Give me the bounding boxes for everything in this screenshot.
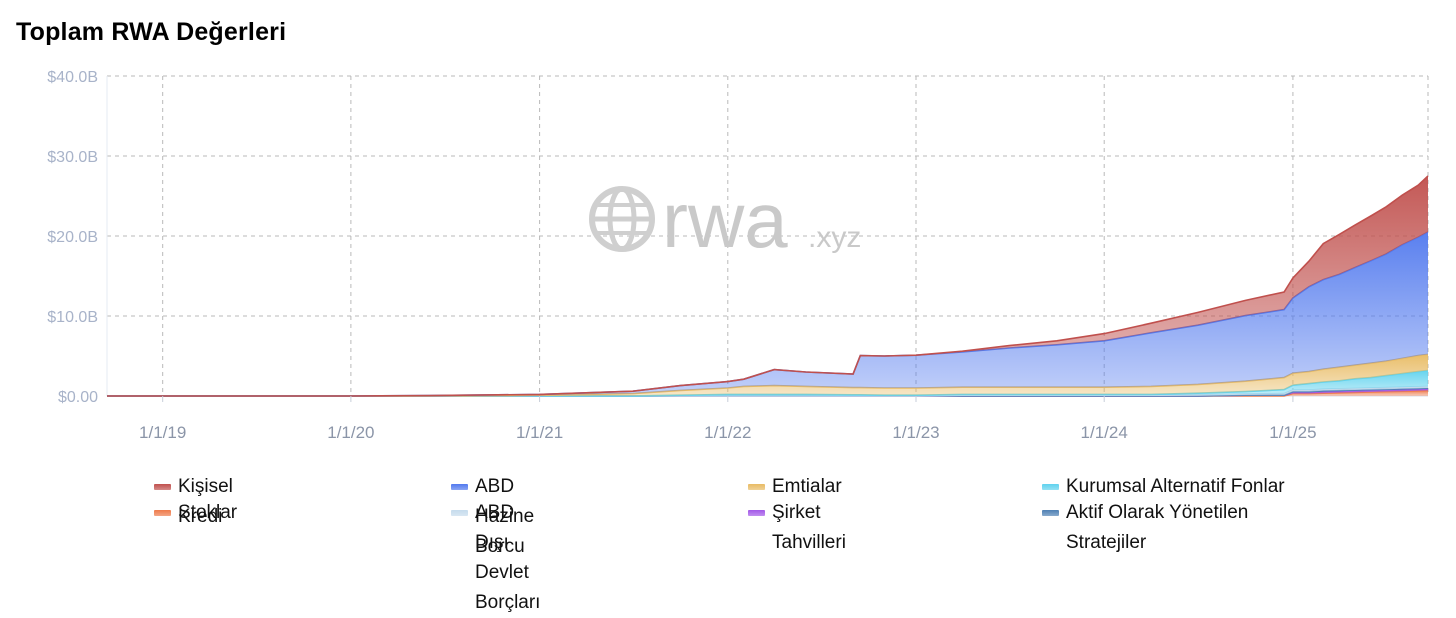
legend-label: Emtialar	[772, 476, 842, 497]
area-stoklar	[107, 390, 1428, 396]
globe-icon	[589, 186, 655, 252]
legend-item[interactable]: Kurumsal Alternatif Fonlar	[1042, 472, 1287, 502]
legend-label: Şirket Tahvilleri	[772, 502, 846, 553]
y-axis-ticks: $0.00 $10.0B $20.0B $30.0B $40.0B	[47, 69, 98, 406]
legend-label: Kurumsal Alternatif Fonlar	[1066, 476, 1285, 497]
stacked-areas	[107, 175, 1429, 397]
watermark: rwa .xyz	[589, 176, 861, 264]
legend-label: Kişisel Kredi	[178, 476, 233, 527]
x-tick-label: 1/1/20	[327, 423, 374, 442]
legend-item[interactable]: Emtialar	[748, 472, 842, 502]
legend-swatch	[1042, 484, 1059, 490]
y-tick-label: $10.0B	[47, 309, 98, 326]
rwa-area-chart: rwa .xyz $0.00 $10.0B $20.0B $30.0B $40.0B 1…	[47, 69, 1429, 442]
legend-swatch	[154, 510, 171, 516]
legend-label: Stoklar	[178, 502, 238, 523]
legend-swatch	[748, 484, 765, 490]
legend-item[interactable]: Kişisel Kredi	[154, 472, 233, 532]
legend-label: ABD Hazine Borcu	[475, 476, 535, 557]
line-kis-isel-kredi	[107, 175, 1429, 397]
x-tick-label: 1/1/23	[892, 423, 939, 442]
y-tick-label: $30.0B	[47, 149, 98, 166]
legend-item[interactable]: ABD Dışı Devlet Borçları	[451, 498, 540, 618]
y-tick-label: $40.0B	[47, 69, 98, 86]
watermark-suffix: .xyz	[808, 221, 861, 254]
area-kis-isel-kredi	[107, 176, 1428, 396]
legend-item[interactable]: ABD Hazine Borcu	[451, 472, 534, 562]
x-tick-label: 1/1/19	[139, 423, 186, 442]
chart-title: Toplam RWA Değerleri	[16, 18, 287, 46]
legend-item[interactable]: Şirket Tahvilleri	[748, 498, 846, 558]
legend-label: ABD Dışı Devlet Borçları	[475, 502, 541, 613]
legend-item[interactable]: Stoklar	[154, 498, 237, 528]
y-tick-label: $20.0B	[47, 229, 98, 246]
x-tick-label: 1/1/21	[516, 423, 563, 442]
x-tick-label: 1/1/24	[1081, 423, 1128, 442]
legend-label: Aktif Olarak Yönetilen Stratejiler	[1066, 502, 1249, 553]
watermark-brand: rwa	[662, 176, 788, 264]
area-abd-hazine-borcu	[107, 232, 1428, 396]
legend-swatch	[1042, 510, 1059, 516]
legend-swatch	[748, 510, 765, 516]
legend-swatch	[154, 484, 171, 490]
legend-item[interactable]: Aktif Olarak Yönetilen Stratejiler	[1042, 498, 1287, 558]
x-axis-ticks: 1/1/19 1/1/20 1/1/21 1/1/22 1/1/23 1/1/24 1/1/…	[139, 396, 1317, 442]
x-tick-label: 1/1/25	[1269, 423, 1316, 442]
area-emtialar	[107, 354, 1428, 396]
legend-swatch	[451, 484, 468, 490]
legend-swatch	[451, 510, 468, 516]
y-tick-label: $0.00	[58, 389, 98, 406]
x-tick-label: 1/1/22	[704, 423, 751, 442]
